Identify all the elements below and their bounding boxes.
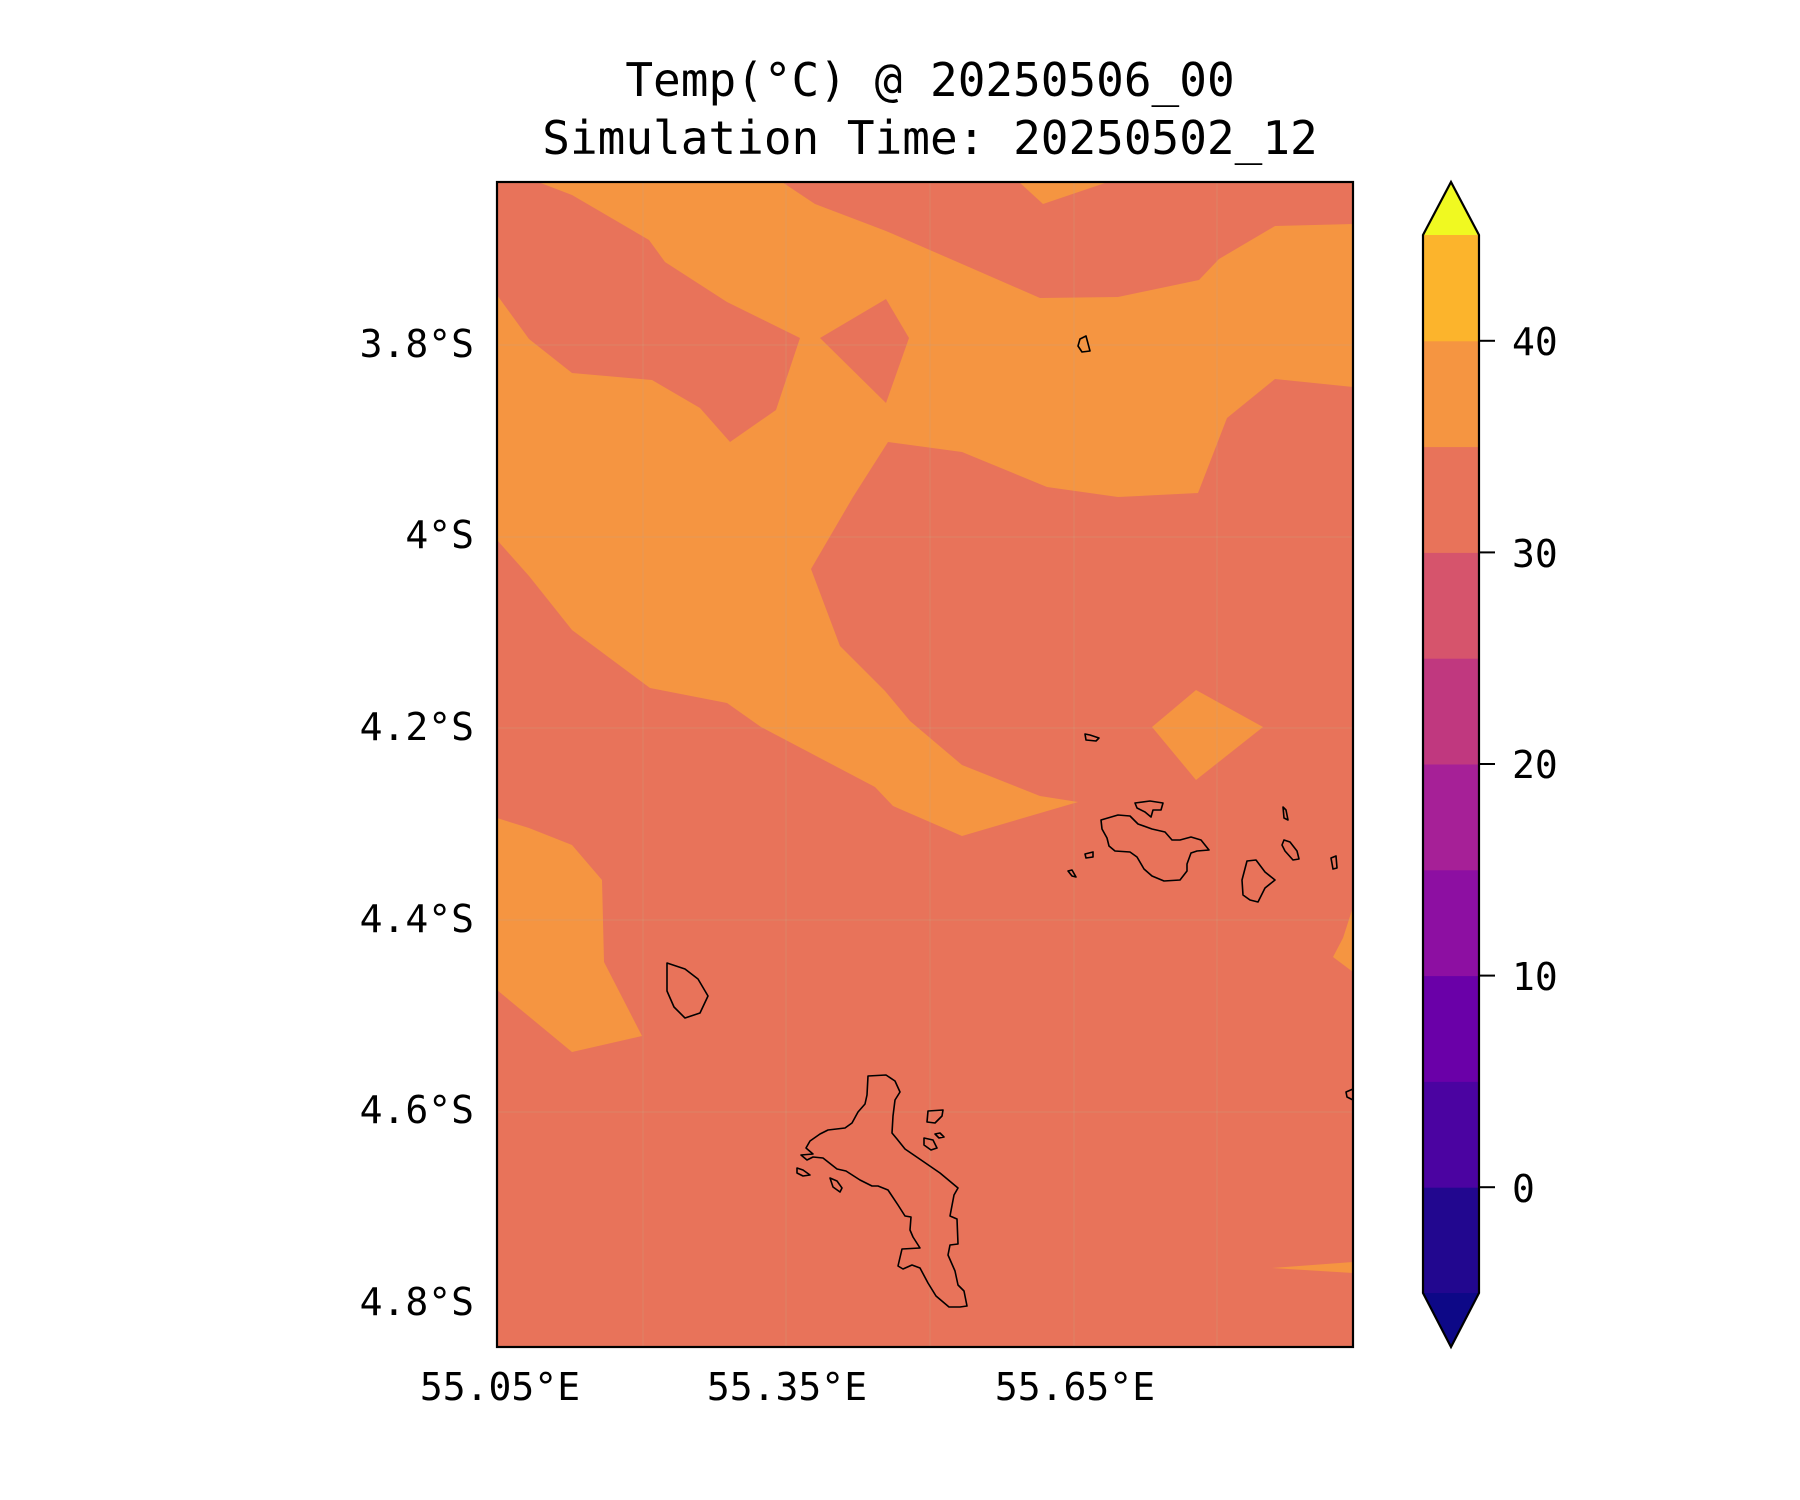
map-gridlines [497, 182, 1353, 1347]
lon-tick-label: 55.35°E [707, 1365, 867, 1409]
coastline-islet-12 [1077, 335, 1091, 353]
coastline-islet-10 [1330, 855, 1338, 870]
chart-title-line1: Temp(°C) @ 20250506_00 [625, 53, 1235, 107]
chart-title-line2: Simulation Time: 20250502_12 [542, 111, 1318, 165]
colorbar-band [1423, 446, 1479, 553]
coastline-islet-6 [1084, 851, 1094, 859]
contour-band-30-35-west [497, 818, 642, 1052]
colorbar-under-arrow [1423, 1293, 1479, 1347]
contour-band-30-35-east-edge [1333, 907, 1353, 972]
lat-tick-label: 4.2°S [360, 705, 474, 749]
contour-band-30-35-top [1019, 182, 1108, 204]
lat-tick-label: 4°S [405, 513, 474, 557]
colorbar-ticks: 0 10 20 30 40 [1512, 320, 1558, 1211]
colorbar-tick-label: 40 [1512, 320, 1558, 364]
contour-band-30-35-main [497, 182, 1353, 836]
coastline-islet-9 [1282, 806, 1289, 821]
colorbar-band [1423, 340, 1479, 448]
longitude-axis: 55.05°E 55.35°E 55.65°E [420, 1365, 1155, 1409]
lat-tick-label: 4.4°S [360, 897, 474, 941]
colorbar-tick-label: 0 [1512, 1167, 1535, 1211]
coastline-islet-11 [1084, 733, 1100, 742]
colorbar-tick-label: 20 [1512, 743, 1558, 787]
colorbar-over-arrow [1423, 182, 1479, 235]
coastline-silhouette-island [666, 962, 709, 1019]
colorbar-tick-label: 10 [1512, 955, 1558, 999]
colorbar-band [1423, 1187, 1479, 1294]
lat-tick-label: 3.8°S [360, 322, 474, 366]
temperature-contours [497, 182, 1353, 1273]
contour-band-25-30-inner [820, 299, 909, 403]
coastline-la-digue-island [1241, 859, 1276, 903]
contour-band-30-35-southeast [1272, 1262, 1353, 1273]
colorbar-band [1423, 1081, 1479, 1188]
colorbar-band [1423, 235, 1479, 342]
coastline-islet-7 [1067, 869, 1077, 878]
coastline-islet-4 [923, 1137, 938, 1151]
coastline-islet-5 [934, 1132, 945, 1139]
coastline-islet-8 [1281, 839, 1300, 861]
lon-tick-label: 55.65°E [995, 1365, 1155, 1409]
coastline-islet-2 [829, 1177, 843, 1193]
contour-band-30-35-diamond [1152, 690, 1263, 780]
colorbar-band [1423, 975, 1479, 1082]
coastlines [666, 335, 1354, 1308]
colorbar-band [1423, 552, 1479, 659]
lat-tick-label: 4.8°S [360, 1280, 474, 1324]
coastline-islet-1 [796, 1167, 811, 1177]
map-frame [495, 180, 1355, 1349]
colorbar-band [1423, 764, 1479, 871]
colorbar-outline [1421, 179, 1481, 1350]
lat-tick-label: 4.6°S [360, 1088, 474, 1132]
colorbar-band [1423, 869, 1479, 977]
coastline-mahe-island [800, 1074, 968, 1308]
lon-tick-label: 55.05°E [420, 1365, 580, 1409]
coastline-praslin-island [1100, 814, 1210, 882]
coastline-islet-3 [926, 1109, 944, 1124]
coastline-curieuse-island [1134, 800, 1164, 818]
colorbar [1421, 179, 1495, 1350]
colorbar-tick-label: 30 [1512, 532, 1558, 576]
colorbar-band [1423, 658, 1479, 765]
latitude-axis: 3.8°S 4°S 4.2°S 4.4°S 4.6°S 4.8°S [360, 322, 474, 1324]
